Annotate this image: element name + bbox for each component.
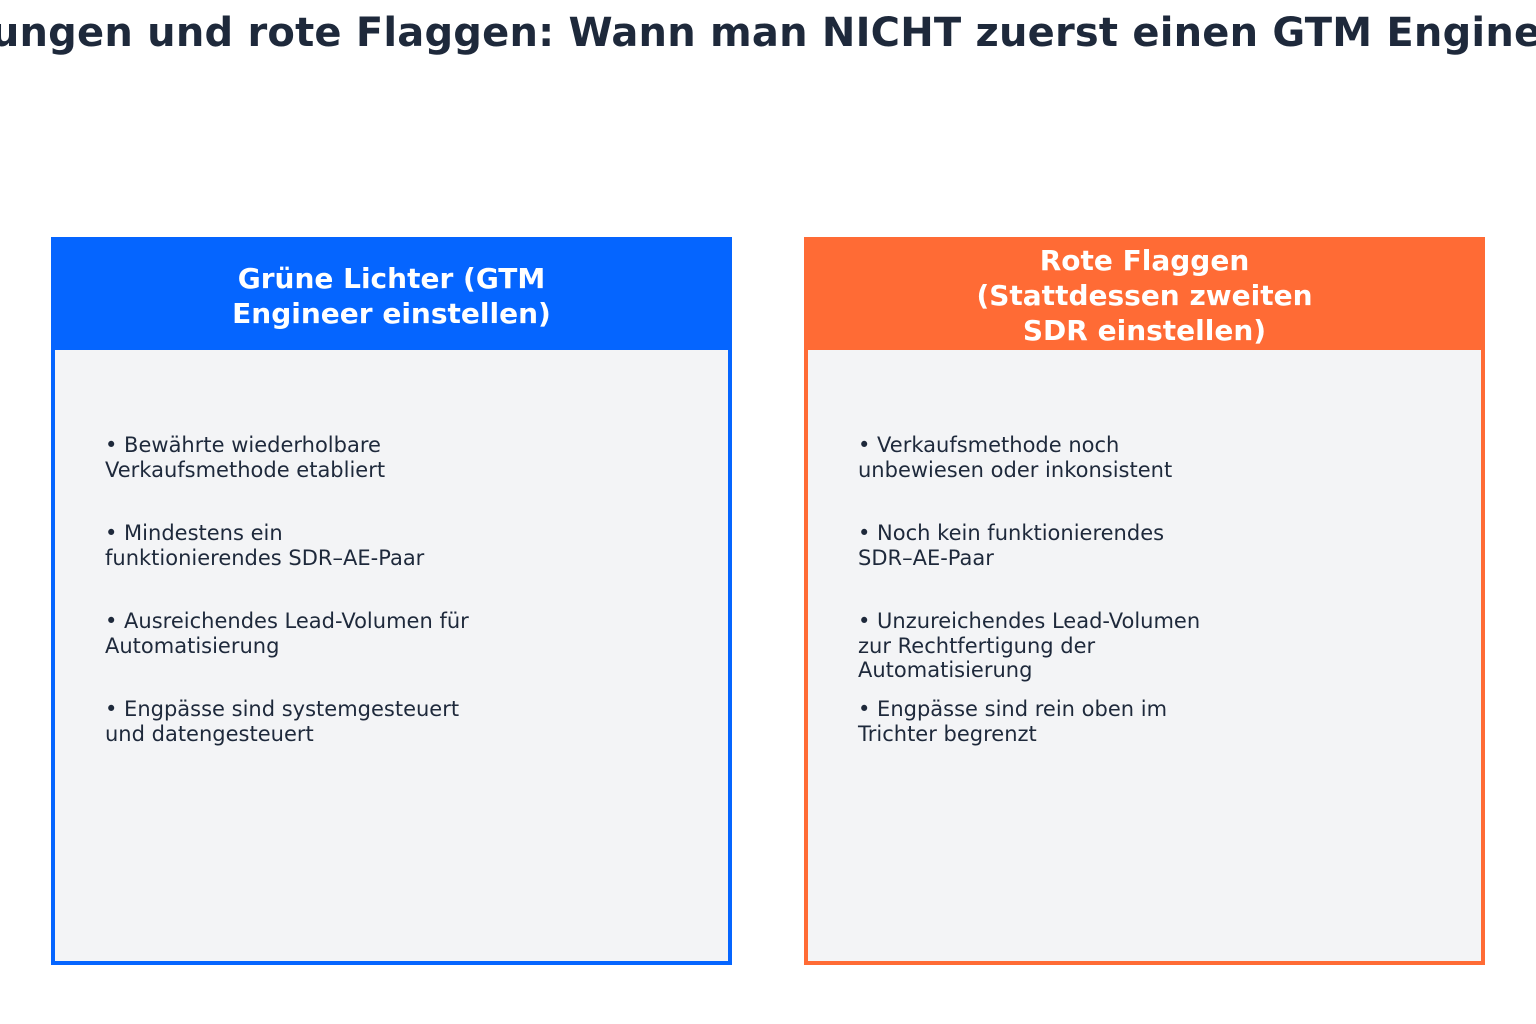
- green-lights-heading-line-1: Grüne Lichter (GTM: [237, 261, 546, 295]
- green-lights-heading-line-2: Engineer einstellen): [232, 296, 551, 330]
- page-title: zungen und rote Flaggen: Wann man NICHT …: [0, 10, 1536, 56]
- red-flags-item: • Noch kein funktionierendes SDR–AE-Paar: [858, 521, 1328, 570]
- item-line: • Mindestens ein: [105, 521, 283, 545]
- item-line: funktionierendes SDR–AE-Paar: [105, 545, 425, 570]
- item-line: unbewiesen oder inkonsistent: [858, 457, 1173, 482]
- item-line: • Engpässe sind rein oben im: [858, 697, 1168, 721]
- red-flags-heading-line-3: SDR einstellen): [1022, 314, 1267, 347]
- item-line: • Verkaufsmethode noch: [858, 433, 1120, 457]
- red-flags-item: • Unzureichendes Lead-Volumen zur Rechtf…: [858, 609, 1328, 683]
- red-flags-header: Rote Flaggen (Stattdessen zweiten SDR ei…: [808, 241, 1481, 350]
- red-flags-card: Rote Flaggen (Stattdessen zweiten SDR ei…: [804, 237, 1485, 965]
- item-line: • Ausreichendes Lead-Volumen für: [105, 609, 469, 633]
- item-line: Verkaufsmethode etabliert: [105, 457, 386, 482]
- red-flags-item: • Engpässe sind rein oben im Trichter be…: [858, 697, 1328, 746]
- red-flags-heading-line-2: (Stattdessen zweiten: [976, 279, 1313, 312]
- item-line: Trichter begrenzt: [858, 721, 1037, 746]
- item-line: • Noch kein funktionierendes: [858, 521, 1165, 545]
- green-lights-item: • Ausreichendes Lead-Volumen für Automat…: [105, 609, 575, 658]
- item-line: und datengesteuert: [105, 721, 314, 746]
- red-flags-heading-line-1: Rote Flaggen: [1039, 244, 1250, 277]
- green-lights-header: Grüne Lichter (GTM Engineer einstellen): [55, 241, 728, 350]
- item-line: Automatisierung: [105, 633, 280, 658]
- item-line: • Bewährte wiederholbare: [105, 433, 381, 457]
- item-line: • Unzureichendes Lead-Volumen: [858, 609, 1201, 633]
- item-line: zur Rechtfertigung der: [858, 633, 1096, 658]
- green-lights-item: • Bewährte wiederholbare Verkaufsmethode…: [105, 433, 575, 482]
- green-lights-item: • Engpässe sind systemgesteuert und date…: [105, 697, 575, 746]
- item-line: Automatisierung: [858, 658, 1033, 682]
- green-lights-item: • Mindestens ein funktionierendes SDR–AE…: [105, 521, 575, 570]
- item-line: • Engpässe sind systemgesteuert: [105, 697, 460, 721]
- item-line: SDR–AE-Paar: [858, 545, 994, 570]
- red-flags-item: • Verkaufsmethode noch unbewiesen oder i…: [858, 433, 1328, 482]
- green-lights-card: Grüne Lichter (GTM Engineer einstellen) …: [51, 237, 732, 965]
